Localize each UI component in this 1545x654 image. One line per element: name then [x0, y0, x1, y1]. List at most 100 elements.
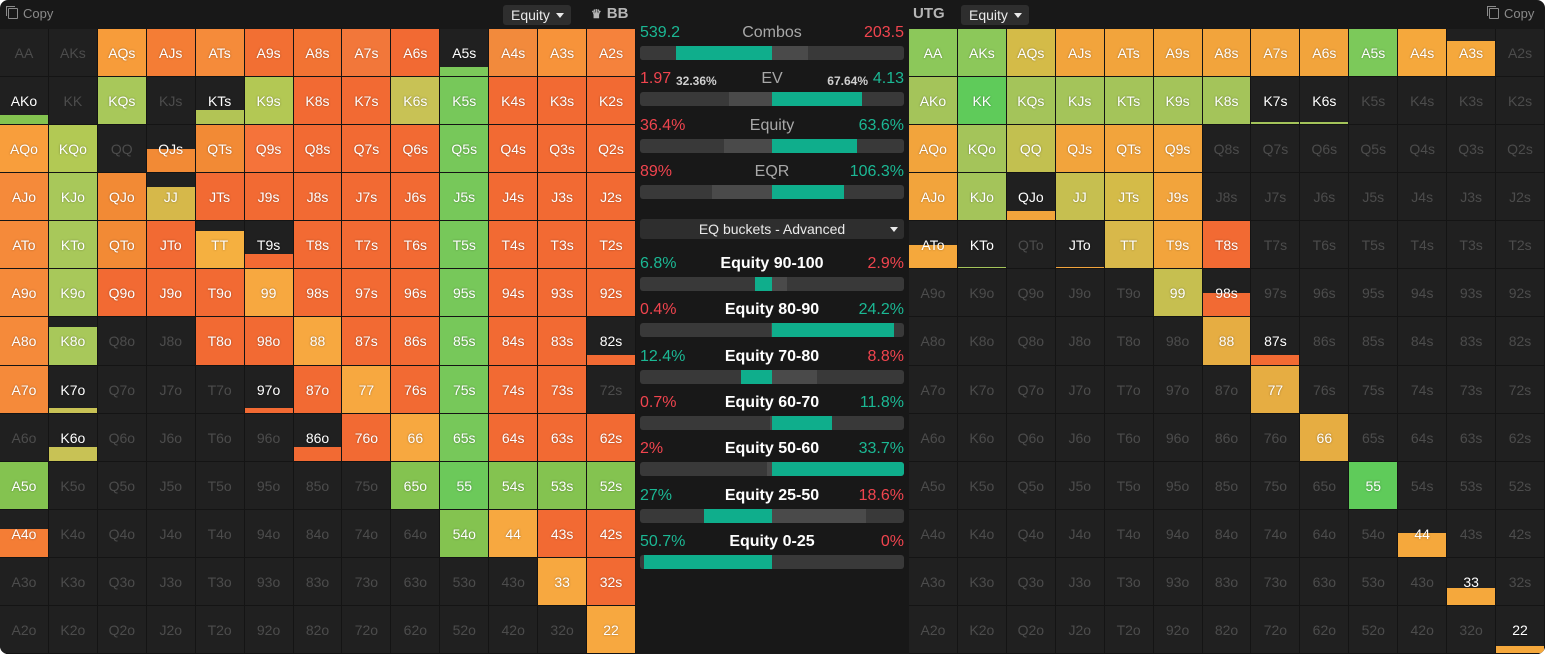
right-hand-cell[interactable]: K9o — [957, 269, 1007, 318]
left-hand-cell[interactable]: 75o — [342, 461, 392, 510]
left-hand-cell[interactable]: J4o — [146, 509, 196, 558]
right-hand-cell[interactable]: 74s — [1398, 365, 1448, 414]
left-hand-cell[interactable]: 92o — [244, 605, 294, 654]
right-hand-cell[interactable]: 85o — [1202, 461, 1252, 510]
right-hand-cell[interactable]: T2o — [1104, 605, 1154, 654]
left-hand-cell[interactable]: A8s — [293, 29, 343, 78]
right-hand-cell[interactable]: Q7o — [1006, 365, 1056, 414]
left-hand-cell[interactable]: A4o — [0, 509, 49, 558]
right-hand-cell[interactable]: Q8o — [1006, 317, 1056, 366]
right-hand-cell[interactable]: 62o — [1300, 605, 1350, 654]
left-hand-cell[interactable]: 65s — [440, 413, 490, 462]
right-hand-cell[interactable]: 83o — [1202, 557, 1252, 606]
right-hand-cell[interactable]: A2o — [909, 605, 958, 654]
left-hand-cell[interactable]: AQo — [0, 125, 49, 174]
left-hand-cell[interactable]: J5s — [440, 173, 490, 222]
right-hand-cell[interactable]: T9o — [1104, 269, 1154, 318]
left-hand-cell[interactable]: KK — [48, 77, 98, 126]
left-hand-cell[interactable]: 54o — [440, 509, 490, 558]
left-hand-cell[interactable]: K7o — [48, 365, 98, 414]
left-hand-cell[interactable]: J8s — [293, 173, 343, 222]
left-hand-cell[interactable]: 98s — [293, 269, 343, 318]
right-hand-cell[interactable]: 62s — [1496, 413, 1545, 462]
left-hand-cell[interactable]: 53o — [440, 557, 490, 606]
left-hand-cell[interactable]: T5s — [440, 221, 490, 270]
left-hand-cell[interactable]: 76o — [342, 413, 392, 462]
left-hand-cell[interactable]: T4o — [195, 509, 245, 558]
right-hand-cell[interactable]: 72o — [1251, 605, 1301, 654]
left-hand-cell[interactable]: 44 — [489, 509, 539, 558]
left-hand-cell[interactable]: 72s — [587, 365, 636, 414]
left-hand-cell[interactable]: 43s — [538, 509, 588, 558]
left-hand-cell[interactable]: 85o — [293, 461, 343, 510]
left-hand-cell[interactable]: 84o — [293, 509, 343, 558]
left-hand-cell[interactable]: J9o — [146, 269, 196, 318]
left-hand-cell[interactable]: K4o — [48, 509, 98, 558]
left-hand-cell[interactable]: 75s — [440, 365, 490, 414]
right-hand-cell[interactable]: 22 — [1496, 605, 1545, 654]
left-hand-cell[interactable]: 97s — [342, 269, 392, 318]
right-hand-cell[interactable]: K4s — [1398, 77, 1448, 126]
left-hand-cell[interactable]: K6o — [48, 413, 98, 462]
right-hand-cell[interactable]: 96o — [1153, 413, 1203, 462]
left-hand-cell[interactable]: JTo — [146, 221, 196, 270]
left-hand-cell[interactable]: A3o — [0, 557, 49, 606]
left-hand-cell[interactable]: 86s — [391, 317, 441, 366]
left-hand-cell[interactable]: 54s — [489, 461, 539, 510]
left-hand-cell[interactable]: Q2o — [97, 605, 147, 654]
left-hand-cell[interactable]: K7s — [342, 77, 392, 126]
left-hand-cell[interactable]: Q6o — [97, 413, 147, 462]
right-hand-cell[interactable]: Q8s — [1202, 125, 1252, 174]
left-hand-cell[interactable]: K6s — [391, 77, 441, 126]
left-hand-cell[interactable]: Q2s — [587, 125, 636, 174]
left-copy-button[interactable]: Copy — [6, 6, 53, 21]
left-hand-cell[interactable]: KTs — [195, 77, 245, 126]
left-hand-cell[interactable]: T8s — [293, 221, 343, 270]
left-hand-cell[interactable]: QTs — [195, 125, 245, 174]
right-hand-cell[interactable]: A2s — [1496, 29, 1545, 78]
left-hand-cell[interactable]: 93o — [244, 557, 294, 606]
left-hand-cell[interactable]: ATo — [0, 221, 49, 270]
right-hand-cell[interactable]: J3o — [1055, 557, 1105, 606]
right-hand-cell[interactable]: J8s — [1202, 173, 1252, 222]
left-hand-cell[interactable]: J5o — [146, 461, 196, 510]
right-hand-cell[interactable]: QQ — [1006, 125, 1056, 174]
right-hand-cell[interactable]: K7s — [1251, 77, 1301, 126]
right-hand-cell[interactable]: 32s — [1496, 557, 1545, 606]
left-hand-cell[interactable]: 22 — [587, 605, 636, 654]
right-hand-cell[interactable]: Q6o — [1006, 413, 1056, 462]
right-hand-cell[interactable]: 98o — [1153, 317, 1203, 366]
left-hand-cell[interactable]: 33 — [538, 557, 588, 606]
right-hand-cell[interactable]: 99 — [1153, 269, 1203, 318]
left-hand-cell[interactable]: A2o — [0, 605, 49, 654]
right-hand-cell[interactable]: Q9o — [1006, 269, 1056, 318]
right-hand-cell[interactable]: KJs — [1055, 77, 1105, 126]
right-hand-cell[interactable]: J5s — [1349, 173, 1399, 222]
right-hand-cell[interactable]: 32o — [1447, 605, 1497, 654]
right-hand-cell[interactable]: T8s — [1202, 221, 1252, 270]
right-hand-cell[interactable]: 63o — [1300, 557, 1350, 606]
right-hand-cell[interactable]: 98s — [1202, 269, 1252, 318]
left-hand-cell[interactable]: T6s — [391, 221, 441, 270]
right-hand-cell[interactable]: Q2s — [1496, 125, 1545, 174]
left-hand-cell[interactable]: 77 — [342, 365, 392, 414]
left-hand-cell[interactable]: T3s — [538, 221, 588, 270]
right-hand-cell[interactable]: T7o — [1104, 365, 1154, 414]
right-hand-cell[interactable]: 94s — [1398, 269, 1448, 318]
right-hand-cell[interactable]: 33 — [1447, 557, 1497, 606]
right-metric-dropdown[interactable]: Equity — [961, 5, 1029, 25]
right-hand-cell[interactable]: KTo — [957, 221, 1007, 270]
right-hand-cell[interactable]: T9s — [1153, 221, 1203, 270]
right-hand-cell[interactable]: J9o — [1055, 269, 1105, 318]
left-hand-cell[interactable]: QQ — [97, 125, 147, 174]
left-hand-cell[interactable]: KTo — [48, 221, 98, 270]
right-hand-cell[interactable]: J5o — [1055, 461, 1105, 510]
right-hand-cell[interactable]: 53s — [1447, 461, 1497, 510]
left-hand-cell[interactable]: KQs — [97, 77, 147, 126]
right-hand-cell[interactable]: T8o — [1104, 317, 1154, 366]
right-hand-cell[interactable]: 93s — [1447, 269, 1497, 318]
left-hand-cell[interactable]: 72o — [342, 605, 392, 654]
left-hand-cell[interactable]: A6o — [0, 413, 49, 462]
left-hand-cell[interactable]: K4s — [489, 77, 539, 126]
left-hand-cell[interactable]: J2s — [587, 173, 636, 222]
